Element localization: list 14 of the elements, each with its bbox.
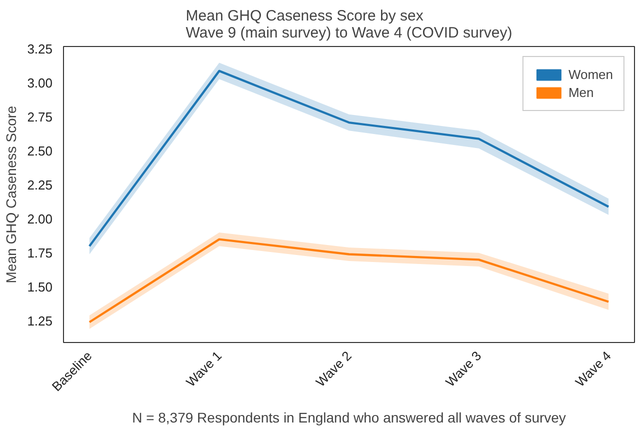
y-tick-label: 2.00 (27, 211, 53, 226)
text: N = 8,379 Respondents in England who answered all waves of survey (132, 410, 566, 426)
y-tick-label: 2.50 (27, 144, 53, 159)
y-tick-label: 1.75 (27, 245, 53, 260)
y-tick-label: 3.00 (27, 76, 53, 91)
chart-title: Mean GHQ Caseness Score by sex Wave 9 (main survey) to Wave 4 (COVID survey) (186, 8, 512, 42)
y-tick-label: 2.75 (27, 110, 53, 125)
y-tick-label: 2.25 (27, 177, 53, 192)
legend-label: Women (568, 67, 613, 82)
y-tick-label: 1.25 (27, 313, 53, 328)
legend-label: Men (568, 85, 594, 100)
y-tick-label: 3.25 (27, 42, 53, 57)
y-axis-title: Mean GHQ Caseness Score (3, 106, 20, 284)
y-tick-label: 1.50 (27, 279, 53, 294)
